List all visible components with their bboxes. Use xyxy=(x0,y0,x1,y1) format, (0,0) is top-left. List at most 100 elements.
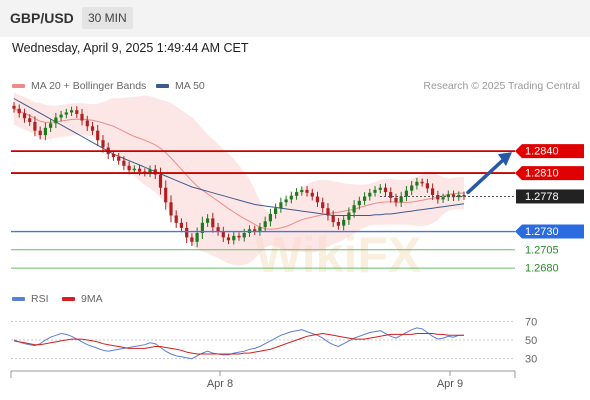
candle-body xyxy=(284,199,288,203)
candle-body xyxy=(274,208,278,214)
candle-body xyxy=(90,126,95,131)
level-label-1.2840: 1.2840 xyxy=(525,146,559,158)
price-levels: 1.2840 1.2810 1.2778 1.2730 1.2705 1.2680 xyxy=(11,144,584,275)
level-label-1.2680: 1.2680 xyxy=(525,263,559,275)
ma20-swatch xyxy=(12,84,25,88)
candle-body xyxy=(342,219,346,226)
candle-body xyxy=(321,202,325,209)
ma20-line xyxy=(13,108,465,230)
candle-body xyxy=(43,127,47,136)
candle-body xyxy=(336,222,340,226)
candle-body xyxy=(394,197,398,203)
candle-body xyxy=(85,120,89,127)
candle-body xyxy=(122,160,126,166)
ma50-line xyxy=(13,98,465,216)
candle-body xyxy=(221,231,225,238)
rsi-line xyxy=(13,327,464,360)
candle-body xyxy=(352,205,356,213)
candle-body xyxy=(101,140,105,148)
candle-body xyxy=(169,202,173,216)
candle-body xyxy=(211,218,215,228)
candle-body xyxy=(226,237,231,241)
candle-body xyxy=(420,181,424,184)
candle-body xyxy=(295,192,299,196)
candle-body xyxy=(70,110,74,113)
candle-body xyxy=(12,105,16,109)
chart-header: GBP/USD 30 MIN xyxy=(0,0,590,37)
candle-body xyxy=(315,196,320,203)
candle-body xyxy=(289,195,293,200)
candle-body xyxy=(153,169,157,175)
candle-body xyxy=(378,187,382,190)
candle-body xyxy=(451,194,456,198)
time-axis: Apr 8 Apr 9 xyxy=(10,370,516,390)
level-tag-1.2840 xyxy=(515,144,584,159)
candle-body xyxy=(127,165,131,171)
candle-body xyxy=(195,233,199,242)
bollinger-bands xyxy=(14,92,464,266)
candle-body xyxy=(138,168,142,172)
candle-body xyxy=(28,118,32,122)
candle-body xyxy=(174,215,178,223)
candle-body xyxy=(164,187,168,203)
research-credit: Research © 2025 Trading Central xyxy=(423,80,580,92)
candle-body xyxy=(310,192,314,197)
candle-body xyxy=(148,169,152,174)
rsi-legend-label: RSI xyxy=(31,293,49,305)
level-label-1.2778: 1.2778 xyxy=(525,191,559,203)
candle-body xyxy=(363,196,367,201)
candle-body xyxy=(441,197,445,200)
candle-body xyxy=(64,112,68,115)
rsi-legend-9ma: 9MA xyxy=(62,293,103,305)
candle-body xyxy=(258,227,262,232)
candle-body xyxy=(185,227,189,238)
timeframe-badge[interactable]: 30 MIN xyxy=(82,7,133,29)
rsi-legend-rsi: RSI xyxy=(12,293,49,305)
candle-body xyxy=(216,227,220,232)
forecast-arrow-head xyxy=(498,152,512,167)
candle-body xyxy=(404,190,408,197)
moving-averages xyxy=(13,98,465,230)
main-legend-ma20: MA 20 + Bollinger Bands xyxy=(12,80,146,92)
rsi-tick-label: 50 xyxy=(525,335,537,347)
candle-body xyxy=(33,121,37,131)
candle-body xyxy=(383,187,388,193)
rsi-ma-legend-label: 9MA xyxy=(81,293,103,305)
ma50-swatch xyxy=(156,84,169,88)
forecast-arrow-shaft xyxy=(466,157,506,195)
rsi-ma-swatch xyxy=(62,297,75,301)
chart-datetime: Wednesday, April 9, 2025 1:49:44 AM CET xyxy=(12,41,249,55)
candle-body xyxy=(431,188,435,195)
candle-body xyxy=(446,194,450,198)
level-tag-1.2730 xyxy=(515,224,584,239)
candle-body xyxy=(158,174,163,188)
x-tick-label: Apr 8 xyxy=(207,378,233,390)
level-label-1.2730: 1.2730 xyxy=(525,226,559,238)
level-tag-1.2778 xyxy=(516,189,584,204)
level-tag-1.2810 xyxy=(515,166,584,181)
rsi-ma-line xyxy=(13,332,464,355)
candle-body xyxy=(279,202,283,209)
candle-body xyxy=(22,113,27,119)
candle-body xyxy=(305,189,309,193)
ma50-legend-label: MA 50 xyxy=(175,80,205,92)
candle-body xyxy=(326,208,330,216)
candle-body xyxy=(132,168,136,171)
candle-body xyxy=(59,114,63,118)
candle-body xyxy=(179,222,183,228)
rsi-swatch xyxy=(12,297,25,301)
candle-body xyxy=(436,195,440,200)
candle-body xyxy=(190,237,194,242)
candle-body xyxy=(54,117,58,124)
candle-body xyxy=(300,189,304,193)
candle-body xyxy=(242,233,246,238)
rsi-tick-label: 70 xyxy=(525,316,537,328)
level-label-1.2705: 1.2705 xyxy=(525,244,559,256)
forecast-arrow xyxy=(466,152,512,195)
candle-body xyxy=(117,157,121,161)
candle-body xyxy=(263,221,267,228)
candle-body xyxy=(237,235,241,238)
candle-body xyxy=(268,214,272,222)
candle-body xyxy=(200,222,204,233)
